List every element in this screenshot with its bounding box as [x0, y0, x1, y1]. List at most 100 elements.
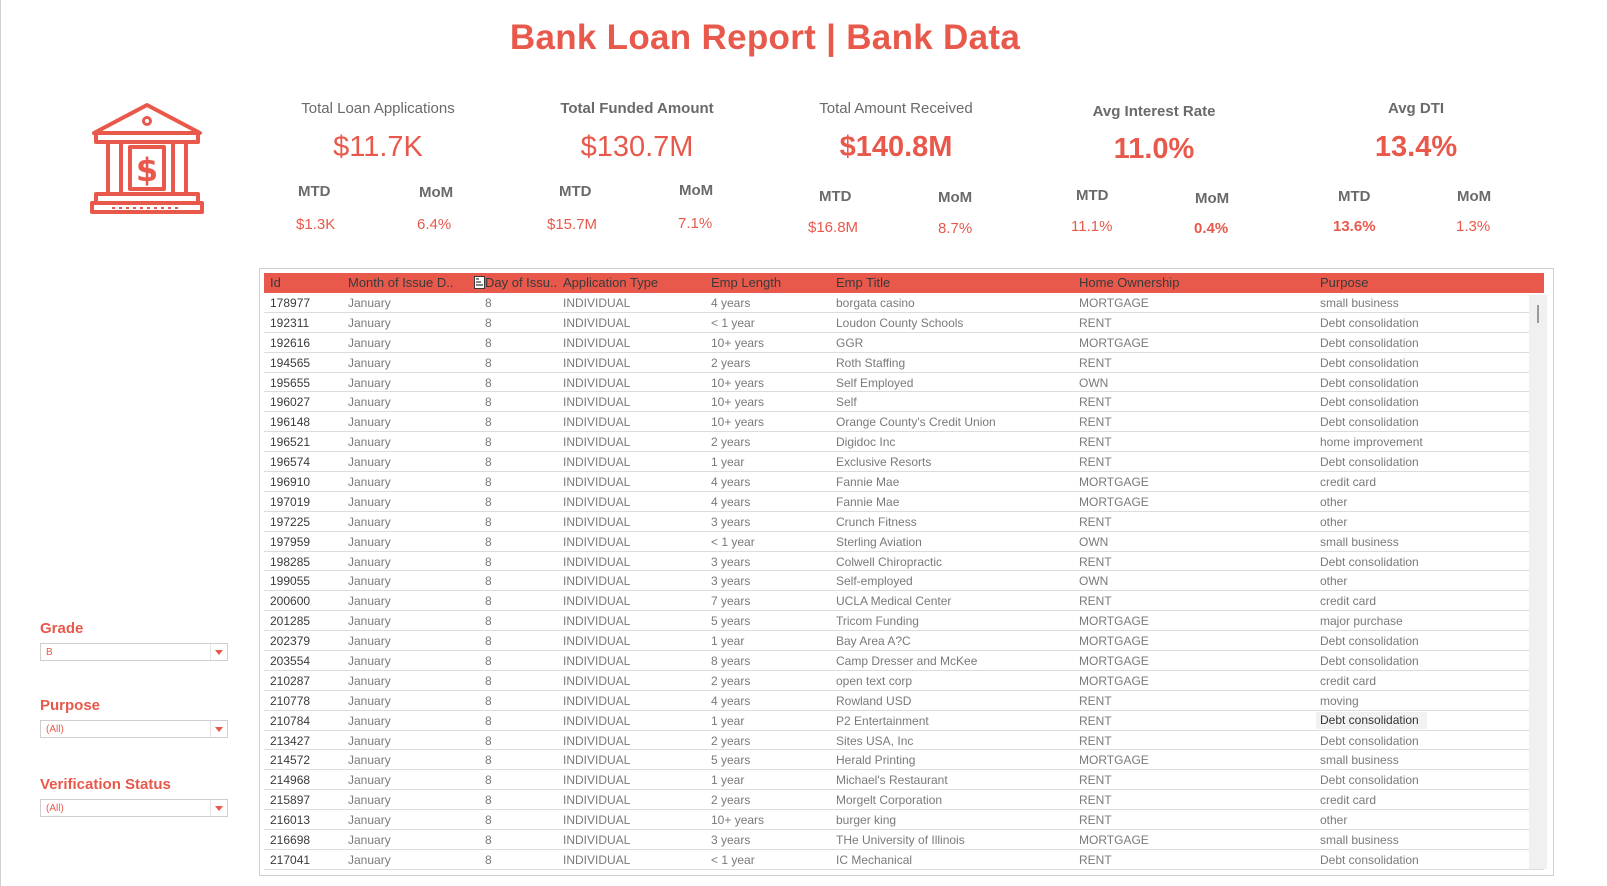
- table-row[interactable]: 192311 January 8 INDIVIDUAL < 1 year Loudon C…: [264, 313, 1544, 333]
- cell-day: 8: [485, 415, 492, 430]
- table-row[interactable]: 192616 January 8 INDIVIDUAL 10+ years GGR MORT…: [264, 333, 1544, 353]
- table-row[interactable]: 217041 January 8 INDIVIDUAL < 1 year IC Mecha…: [264, 850, 1544, 870]
- table-row[interactable]: 216698 January 8 INDIVIDUAL 3 years THe Unive…: [264, 830, 1544, 850]
- cell-home-ownership: MORTGAGE: [1079, 673, 1149, 688]
- cell-emp-length: 1 year: [711, 634, 745, 649]
- table-row[interactable]: 198285 January 8 INDIVIDUAL 3 years Colwell C…: [264, 552, 1544, 572]
- cell-month: January: [348, 415, 391, 430]
- table-row[interactable]: 203554 January 8 INDIVIDUAL 8 years Camp Dres…: [264, 651, 1544, 671]
- column-header-emp-length[interactable]: Emp Length: [711, 275, 782, 290]
- cell-home-ownership: RENT: [1079, 315, 1112, 330]
- table-row[interactable]: 196148 January 8 INDIVIDUAL 10+ years Orange …: [264, 412, 1544, 433]
- cell-purpose: credit card: [1320, 793, 1377, 808]
- table-row[interactable]: 210287 January 8 INDIVIDUAL 2 years open text…: [264, 671, 1544, 691]
- table-row[interactable]: 214968 January 8 INDIVIDUAL 1 year Michael's …: [264, 770, 1544, 791]
- table-row[interactable]: 195655 January 8 INDIVIDUAL 10+ years Self Em…: [264, 373, 1544, 393]
- cell-home-ownership: RENT: [1079, 395, 1112, 410]
- kpi-mom-value: 8.7%: [938, 220, 973, 237]
- table-row[interactable]: 197959 January 8 INDIVIDUAL < 1 year Sterling…: [264, 532, 1544, 552]
- table-row[interactable]: 213427 January 8 INDIVIDUAL 2 years Sites USA…: [264, 731, 1544, 751]
- chevron-down-icon[interactable]: [210, 644, 227, 660]
- table-row[interactable]: 197225 January 8 INDIVIDUAL 3 years Crunch Fi…: [264, 512, 1544, 532]
- table-row[interactable]: 214572 January 8 INDIVIDUAL 5 years Herald Pr…: [264, 750, 1544, 771]
- filter-label: Purpose: [40, 697, 101, 714]
- cell-emp-length: 10+ years: [711, 415, 765, 430]
- table-row[interactable]: 210778 January 8 INDIVIDUAL 4 years Rowland U…: [264, 691, 1544, 711]
- table-row[interactable]: 216013 January 8 INDIVIDUAL 10+ years burger …: [264, 810, 1544, 831]
- window-edge: [0, 0, 1, 886]
- table-row[interactable]: 196027 January 8 INDIVIDUAL 10+ years Self REN…: [264, 392, 1544, 413]
- purpose-dropdown[interactable]: (All): [40, 720, 228, 738]
- table-row[interactable]: 178977 January 8 INDIVIDUAL 4 years borgata c…: [264, 293, 1544, 313]
- kpi-title: Avg DTI: [1387, 100, 1445, 117]
- chevron-down-icon[interactable]: [210, 800, 227, 816]
- cell-emp-length: 10+ years: [711, 335, 765, 350]
- table-row[interactable]: 197019 January 8 INDIVIDUAL 4 years Fannie Ma…: [264, 492, 1544, 512]
- table-row[interactable]: 199055 January 8 INDIVIDUAL 3 years Self-empl…: [264, 571, 1544, 592]
- cell-application-type: INDIVIDUAL: [563, 594, 631, 609]
- cell-application-type: INDIVIDUAL: [563, 296, 631, 310]
- cell-home-ownership: OWN: [1079, 574, 1109, 589]
- cell-emp-title: THe University of Illinois: [836, 833, 965, 848]
- cell-emp-length: 4 years: [711, 693, 751, 708]
- cell-day: 8: [485, 395, 492, 410]
- cell-home-ownership: MORTGAGE: [1079, 335, 1149, 350]
- vertical-scrollbar[interactable]: [1529, 295, 1547, 869]
- chevron-down-icon[interactable]: [210, 721, 227, 737]
- table-row[interactable]: 196574 January 8 INDIVIDUAL 1 year Exclusive …: [264, 452, 1544, 473]
- kpi-mtd-label: MTD: [1338, 188, 1371, 205]
- table-row[interactable]: 215897 January 8 INDIVIDUAL 2 years Morgelt C…: [264, 790, 1544, 811]
- cell-emp-title: Loudon County Schools: [836, 315, 964, 330]
- column-header-emp-title[interactable]: Emp Title: [836, 275, 891, 290]
- column-header-home-ownership[interactable]: Home Ownership: [1079, 275, 1180, 290]
- scrollbar-thumb[interactable]: [1537, 305, 1539, 323]
- cell-day: 8: [485, 793, 492, 808]
- cell-application-type: INDIVIDUAL: [563, 753, 631, 768]
- column-header-purpose[interactable]: Purpose: [1320, 275, 1369, 290]
- cell-emp-length: 10+ years: [711, 375, 765, 390]
- grade-dropdown[interactable]: B: [40, 643, 228, 661]
- cell-application-type: INDIVIDUAL: [563, 375, 631, 390]
- cell-purpose: Debt consolidation: [1320, 375, 1419, 390]
- table-row[interactable]: 196910 January 8 INDIVIDUAL 4 years Fannie Ma…: [264, 472, 1544, 492]
- verification-status-dropdown[interactable]: (All): [40, 799, 228, 817]
- cell-month: January: [348, 673, 391, 688]
- kpi-mom-label: MoM: [1195, 190, 1230, 207]
- filter-label: Verification Status: [40, 776, 171, 793]
- kpi-title: Total Loan Applications: [301, 100, 455, 117]
- table-row[interactable]: 194565 January 8 INDIVIDUAL 2 years Roth Staf…: [264, 353, 1544, 373]
- column-header-application-type[interactable]: Application Type: [563, 275, 659, 290]
- cell-home-ownership: OWN: [1079, 534, 1109, 549]
- table-row[interactable]: 210784 January 8 INDIVIDUAL 1 year P2 Enterta…: [264, 711, 1544, 731]
- cell-emp-length: 3 years: [711, 574, 751, 589]
- cell-application-type: INDIVIDUAL: [563, 395, 631, 410]
- table-row[interactable]: 196521 January 8 INDIVIDUAL 2 years Digidoc I…: [264, 432, 1544, 453]
- sort-icon[interactable]: [474, 276, 485, 289]
- page-title: Bank Loan Report | Bank Data: [509, 18, 1021, 57]
- cell-purpose: Debt consolidation: [1320, 773, 1419, 788]
- cell-home-ownership: MORTGAGE: [1079, 494, 1149, 509]
- kpi-mom-value: 7.1%: [678, 215, 713, 232]
- cell-day: 8: [485, 654, 492, 669]
- cell-application-type: INDIVIDUAL: [563, 673, 631, 688]
- svg-text:$: $: [136, 151, 158, 189]
- filter-verification-status: Verification Status (All): [40, 776, 240, 817]
- cell-emp-title: Orange County's Credit Union: [836, 415, 996, 430]
- cell-home-ownership: MORTGAGE: [1079, 654, 1149, 669]
- column-header-id[interactable]: Id: [270, 275, 281, 290]
- kpi-mtd-value: 13.6%: [1333, 218, 1376, 235]
- cell-day: 8: [485, 554, 492, 569]
- table-row[interactable]: 200600 January 8 INDIVIDUAL 7 years UCLA Medi…: [264, 591, 1544, 612]
- cell-application-type: INDIVIDUAL: [563, 494, 631, 509]
- cell-application-type: INDIVIDUAL: [563, 833, 631, 848]
- table-row[interactable]: 202379 January 8 INDIVIDUAL 1 year Bay Area A…: [264, 631, 1544, 652]
- column-header-day-of-issue[interactable]: Day of Issu..: [485, 275, 558, 290]
- kpi-mtd-label: MTD: [559, 183, 592, 200]
- table-row[interactable]: 201285 January 8 INDIVIDUAL 5 years Tricom Fu…: [264, 611, 1544, 632]
- column-header-month-of-issue-date[interactable]: Month of Issue D..: [348, 275, 454, 290]
- kpi-total-loan-applications: Total Loan Applications $11.7K MTD MoM $…: [258, 100, 498, 250]
- cell-day: 8: [485, 355, 492, 370]
- cell-day: 8: [485, 614, 492, 629]
- cell-emp-title: Michael's Restaurant: [836, 773, 948, 788]
- cell-purpose: other: [1320, 574, 1348, 589]
